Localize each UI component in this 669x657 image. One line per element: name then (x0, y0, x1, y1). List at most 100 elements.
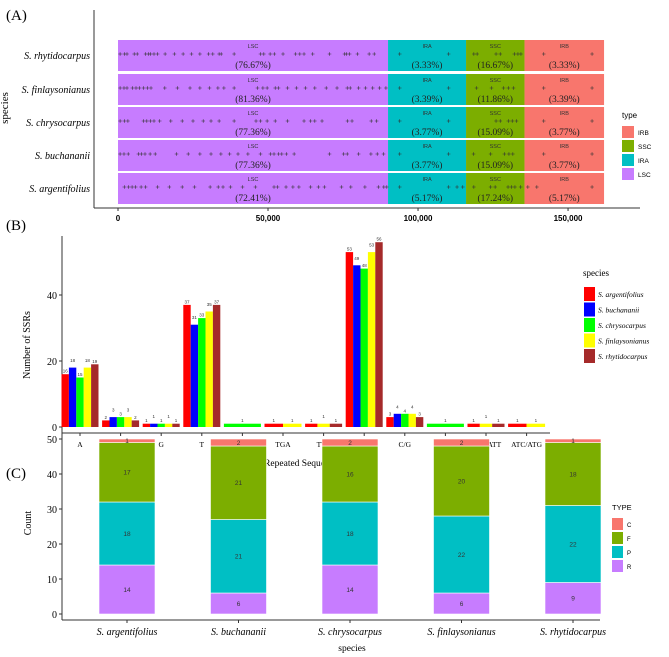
ssr-marker (222, 86, 226, 90)
panel-label-c: (C) (6, 466, 26, 482)
region-percentage: (72.41%) (235, 193, 271, 204)
bar-b (386, 417, 394, 427)
x-tick-label-c: S. buchananii (211, 627, 266, 638)
ssr-marker (494, 52, 498, 56)
ssr-marker (258, 119, 263, 123)
ssr-marker (298, 52, 302, 56)
ssr-marker (347, 52, 352, 56)
ssr-marker (313, 86, 317, 90)
ssr-marker (189, 52, 194, 56)
y-axis-title-a: species (0, 92, 11, 124)
ssr-marker (324, 86, 329, 90)
ssr-marker (345, 119, 350, 123)
ssr-marker (488, 152, 493, 156)
region-bar-lsc (118, 140, 389, 171)
bar-value-label-b: 49 (354, 256, 360, 261)
bar-value-label-b: 1 (272, 418, 275, 423)
ssr-marker (590, 152, 594, 156)
ssr-marker (148, 152, 152, 156)
y-tick-label-b: 0 (52, 423, 57, 434)
bar-value-label-b: 4 (396, 404, 399, 409)
bar-value-label-b: 4 (411, 404, 414, 409)
ssr-marker (172, 52, 177, 56)
ssr-marker (143, 152, 147, 156)
bar-b (492, 423, 505, 427)
segment-value-label: 20 (458, 478, 466, 485)
bar-value-label-b: 1 (175, 418, 178, 423)
bar-value-label-b: 1 (310, 418, 313, 423)
ssr-marker (510, 119, 515, 123)
ssr-marker (217, 119, 221, 123)
ssr-marker (258, 52, 263, 56)
species-label-a: S. argentifolius (29, 184, 90, 195)
region-name: LSC (248, 78, 259, 84)
segment-value-label: 16 (346, 471, 354, 478)
stacked-bar-r (544, 582, 602, 615)
bar-value-label-b: 1 (472, 418, 475, 423)
y-tick-label-c: 50 (47, 435, 57, 446)
ssr-marker (374, 119, 379, 123)
ssr-marker (284, 185, 288, 189)
ssr-marker (246, 152, 250, 156)
ssr-marker (293, 52, 298, 56)
bar-value-label-b: 48 (362, 263, 368, 268)
ssr-marker (122, 185, 127, 189)
bar-value-label-b: 1 (291, 418, 294, 423)
region-name: SSC (490, 111, 501, 117)
bar-value-label-b: 1 (241, 418, 244, 423)
ssr-marker (163, 52, 167, 56)
ssr-marker (141, 86, 146, 90)
legend-label-c: F (627, 537, 631, 543)
bar-b (131, 420, 140, 427)
bar-value-label-b: 18 (85, 358, 91, 363)
x-axis-title-c: species (338, 644, 366, 654)
ssr-marker (265, 119, 269, 123)
legend-swatch-p (612, 546, 623, 558)
bar-b (401, 413, 409, 427)
region-bar-irb (524, 173, 605, 204)
ssr-marker (345, 152, 350, 156)
stacked-bar-c (321, 438, 379, 447)
bar-value-label-b: 4 (404, 408, 407, 413)
ssr-marker (488, 185, 493, 189)
bar-b (426, 423, 464, 427)
y-tick-label-c: 10 (47, 575, 57, 586)
ssr-marker (397, 152, 402, 156)
ssr-marker (181, 52, 185, 56)
ssr-marker (209, 119, 213, 123)
legend-swatch-b (584, 333, 595, 348)
bar-b (190, 324, 199, 427)
bar-b (223, 423, 261, 427)
ssr-marker (460, 185, 465, 189)
stacked-bar-f (210, 445, 267, 520)
ssr-marker (381, 152, 386, 156)
ssr-marker (506, 185, 510, 189)
ssr-marker (130, 185, 134, 189)
segment-value-label: 2 (348, 440, 352, 447)
bar-b (83, 367, 92, 427)
ssr-marker (327, 52, 332, 56)
ssr-marker (273, 119, 278, 123)
region-bar-lsc (118, 74, 389, 105)
species-label-a: S. finlaysonianus (22, 85, 90, 96)
region-bar-irb (524, 107, 605, 138)
region-percentage: (3.39%) (412, 94, 443, 105)
ssr-marker (262, 52, 266, 56)
ssr-marker (141, 119, 146, 123)
bar-b (157, 423, 165, 427)
panel-label-b: (B) (6, 218, 26, 234)
ssr-marker (255, 86, 260, 90)
y-axis-title-c: Count (23, 511, 34, 536)
legend-swatch-b (584, 302, 595, 317)
legend-label-b: S. finlaysonianus (598, 337, 649, 346)
panel-label-a: (A) (6, 8, 27, 24)
ssr-marker (148, 52, 153, 56)
ssr-marker (137, 86, 142, 90)
ssr-marker (310, 52, 315, 56)
bar-b (353, 265, 361, 427)
bar-value-label-b: 33 (199, 313, 205, 318)
bar-value-label-b: 1 (497, 418, 500, 423)
region-bar-ssc (466, 40, 525, 71)
ssr-marker (122, 152, 126, 156)
bar-b (526, 423, 546, 427)
